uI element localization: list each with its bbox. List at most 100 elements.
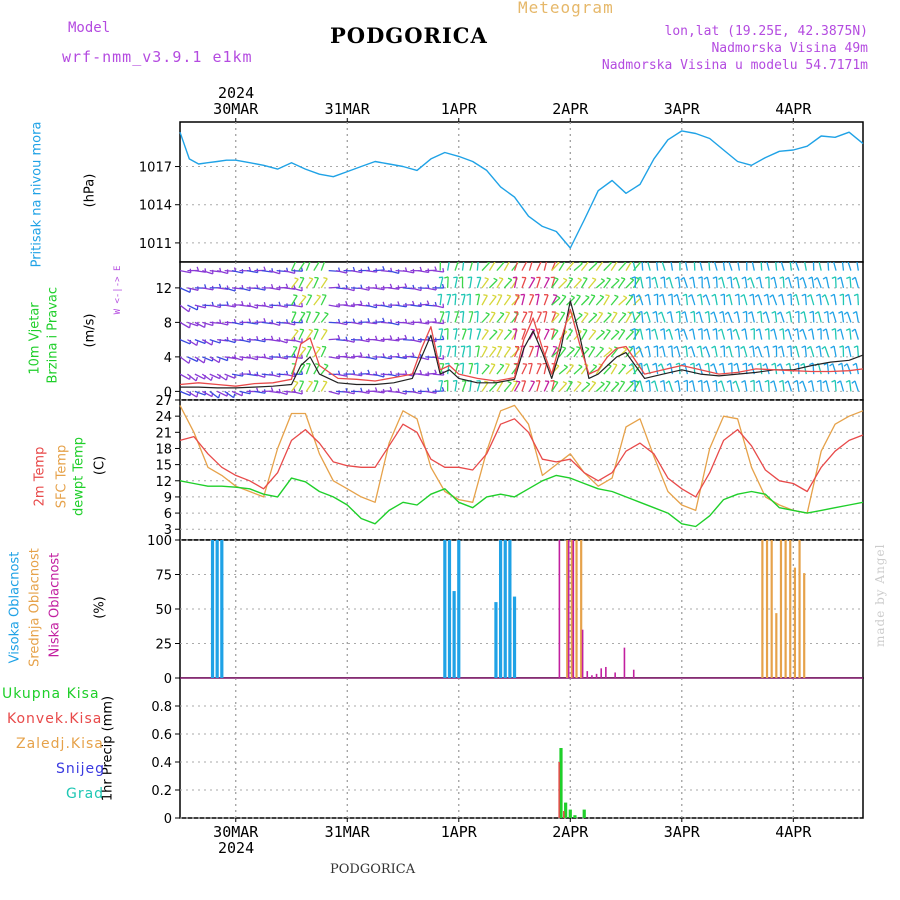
wind-barb-flag	[843, 311, 848, 315]
wind-barb-flag	[412, 387, 415, 393]
wind-barb	[603, 330, 611, 341]
wind-barb	[202, 270, 213, 275]
wind-barb	[224, 287, 236, 292]
wind-barb-flag	[292, 345, 298, 348]
wind-barb	[804, 294, 807, 306]
wind-barb-flag	[507, 329, 512, 332]
wind-barb	[647, 262, 651, 271]
wind-barb-flag	[426, 300, 430, 305]
y-tick-label: 100	[147, 534, 172, 549]
wind-barb	[633, 345, 636, 357]
wind-barb	[744, 328, 748, 340]
wind-barb-flag	[822, 328, 827, 332]
wind-barb	[699, 345, 703, 357]
wind-barb	[298, 329, 305, 340]
wind-barb-flag	[442, 267, 445, 273]
wind-barb-flag	[659, 293, 664, 297]
wind-barb	[417, 303, 429, 306]
wind-barb	[693, 311, 696, 323]
wind-barb	[714, 345, 718, 358]
wind-barb-flag	[653, 345, 658, 348]
wind-barb	[817, 363, 822, 375]
wind-barb-flag	[623, 262, 627, 264]
wind-barb-flag	[210, 376, 214, 381]
wind-barb	[715, 276, 718, 288]
wind-gust-line	[180, 300, 864, 389]
wind-barb	[767, 380, 770, 392]
wind-barb-flag	[801, 345, 806, 349]
wind-barb-flag	[188, 359, 191, 364]
wind-barb-flag	[623, 295, 628, 299]
wind-barb	[543, 329, 550, 340]
wind-barb	[305, 381, 314, 392]
wind-barb	[513, 262, 519, 271]
wind-barb-flag	[831, 379, 836, 383]
wind-barb	[802, 328, 807, 340]
wind-barb	[580, 262, 589, 272]
wind-barb-flag	[652, 310, 657, 314]
wind-barb	[439, 345, 442, 357]
wind-barb	[705, 294, 711, 306]
wind-barb	[320, 294, 327, 306]
wind-barb-flag	[570, 295, 575, 299]
wind-barb	[373, 338, 385, 342]
wind-barb	[187, 304, 198, 311]
wind-barb	[728, 262, 733, 271]
wind-barb-flag	[674, 379, 679, 383]
wind-barb	[789, 311, 793, 323]
wind-barb	[194, 269, 206, 273]
wind-barb	[625, 366, 635, 375]
wind-barb-flag	[793, 379, 798, 383]
cloud-bar	[508, 540, 512, 678]
wind-barb	[476, 328, 482, 340]
wind-barb-flag	[621, 363, 626, 367]
wind-barb	[856, 345, 860, 357]
wind-barb	[269, 270, 280, 275]
wind-barb-flag	[441, 335, 445, 340]
wind-barb-flag	[606, 380, 611, 384]
wind-barb	[536, 277, 541, 289]
wind-barb-flag	[821, 294, 826, 298]
dewpoint-line	[179, 474, 864, 528]
wind-barb	[313, 347, 321, 358]
y-tick-label: 0	[164, 385, 172, 400]
cloud-bar	[595, 673, 598, 678]
wind-barb	[417, 373, 429, 377]
wind-barb	[305, 295, 313, 306]
wind-barb	[671, 345, 674, 357]
wind-barb-flag	[443, 328, 449, 331]
wind-barb	[551, 278, 559, 289]
cloud-bar	[803, 573, 806, 678]
wind-barb	[730, 276, 733, 288]
wind-barb-flag	[302, 294, 307, 298]
wind-barb-flag	[720, 345, 725, 348]
wind-barb-flag	[598, 311, 603, 314]
wind-barb	[461, 380, 467, 392]
wind-barb	[217, 287, 229, 291]
wind-barb-flag	[653, 293, 658, 297]
wind-barb	[773, 380, 778, 392]
wind-barb	[832, 311, 837, 323]
cloud-bar	[452, 591, 456, 678]
wind-barb-flag	[360, 284, 363, 289]
y-tick-label: 6	[164, 507, 172, 522]
wind-barb-flag	[578, 312, 583, 316]
wind-barb-flag	[445, 362, 450, 365]
wind-barb	[857, 294, 860, 306]
wind-barb-flag	[667, 345, 672, 349]
x-tick-label-bottom: 31MAR	[325, 823, 371, 841]
wind-barb-flag	[389, 386, 393, 391]
wind-barb	[209, 373, 221, 380]
wind-barb	[847, 262, 852, 271]
wind-barb	[313, 277, 319, 289]
wind-barb-flag	[839, 345, 844, 348]
x-tick-label-top: 3APR	[664, 100, 701, 118]
wind-barb-flag	[688, 294, 693, 298]
wind-barb	[291, 390, 303, 395]
wind-barb	[503, 279, 513, 289]
wind-barb	[461, 345, 466, 358]
wind-barb-flag	[794, 310, 800, 314]
wind-barb	[849, 276, 852, 288]
wind-barb	[402, 269, 414, 274]
wind-barb-flag	[427, 284, 430, 289]
